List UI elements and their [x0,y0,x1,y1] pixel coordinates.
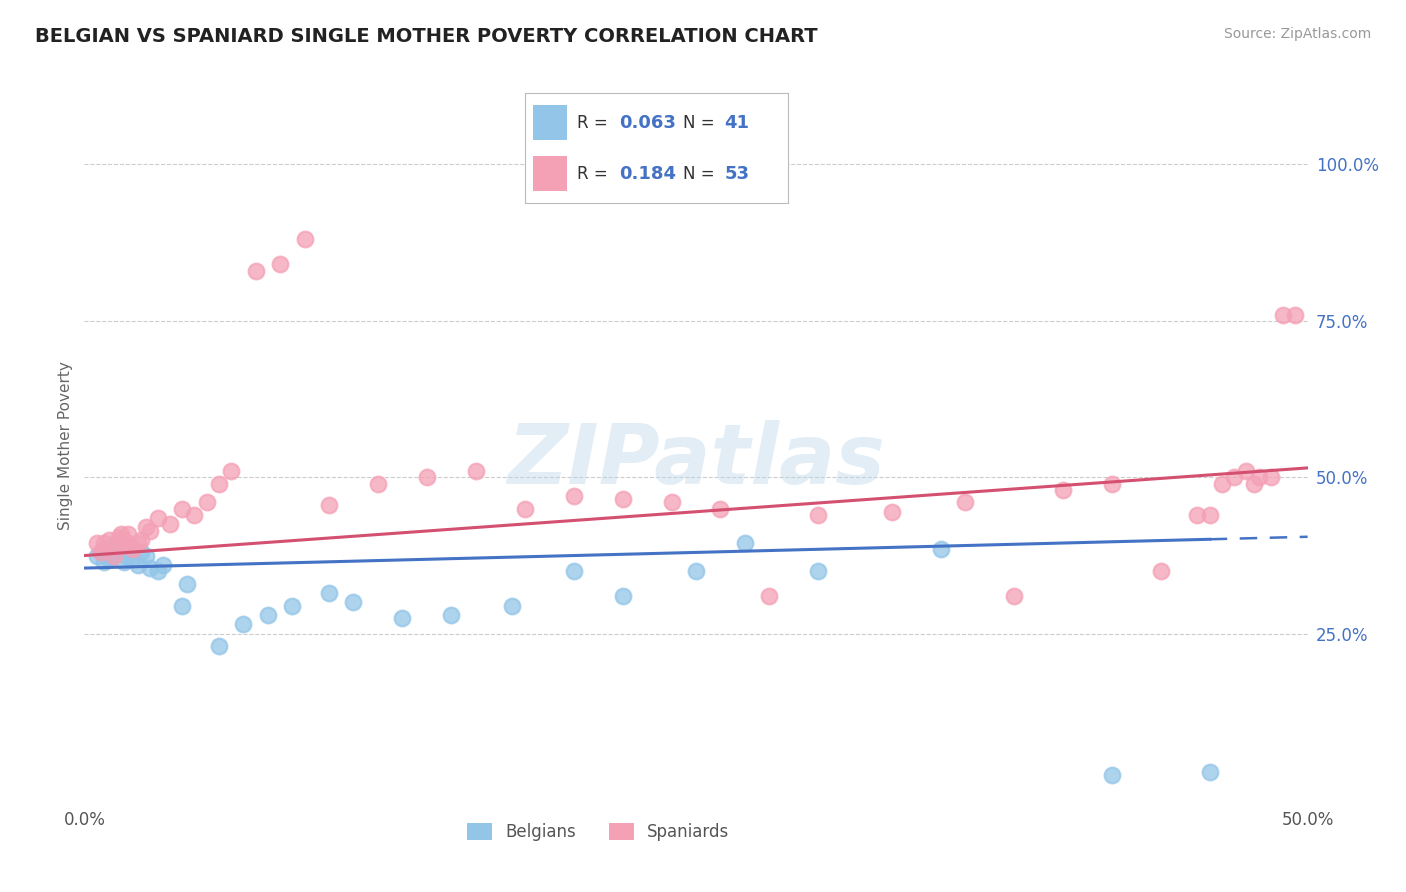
Point [758,589,780,603]
Point [1272,308,1295,322]
Point [562,489,585,503]
Point [342,595,364,609]
Point [103,549,125,563]
Point [146,511,169,525]
Point [416,470,439,484]
Point [195,495,218,509]
Y-axis label: Single Mother Poverty: Single Mother Poverty [58,361,73,531]
Point [929,542,952,557]
Point [107,533,129,547]
Point [245,264,267,278]
Point [685,564,707,578]
Point [318,586,340,600]
Point [502,599,524,613]
Point [112,555,135,569]
Point [139,524,162,538]
Point [110,542,132,557]
Point [294,232,316,246]
Point [122,551,145,566]
Text: BELGIAN VS SPANIARD SINGLE MOTHER POVERTY CORRELATION CHART: BELGIAN VS SPANIARD SINGLE MOTHER POVERT… [35,27,818,45]
Point [90,545,112,559]
Point [612,589,634,603]
Point [232,617,254,632]
Text: ZIPatlas: ZIPatlas [508,420,884,500]
Point [110,526,132,541]
Point [953,495,976,509]
Point [127,536,149,550]
Point [90,545,112,559]
Point [129,545,152,559]
Point [105,536,128,550]
Point [1236,464,1258,478]
Point [367,476,389,491]
Point [1198,508,1220,522]
Point [152,558,174,572]
Point [105,539,128,553]
Point [562,564,585,578]
Point [1198,764,1220,779]
Point [661,495,683,509]
Point [176,576,198,591]
Point [1052,483,1074,497]
Point [120,539,142,553]
Point [1247,470,1270,484]
Point [440,607,463,622]
Point [93,536,115,550]
Point [281,599,304,613]
Point [219,464,242,478]
Point [318,499,340,513]
Point [97,551,120,566]
Point [127,558,149,572]
Point [117,542,139,557]
Legend: Belgians, Spaniards: Belgians, Spaniards [460,816,737,848]
Point [1002,589,1025,603]
Point [391,611,413,625]
Point [880,505,903,519]
Point [734,536,756,550]
Point [86,536,108,550]
Point [1260,470,1282,484]
Point [709,501,731,516]
Point [513,501,536,516]
Point [1150,564,1173,578]
Point [208,640,231,654]
Point [93,555,115,569]
Point [135,549,157,563]
Point [115,539,138,553]
Point [1101,476,1123,491]
Point [96,542,118,557]
Point [139,561,162,575]
Point [208,476,231,491]
Point [97,549,120,563]
Point [1223,470,1246,484]
Point [135,520,157,534]
Point [612,492,634,507]
Point [1211,476,1233,491]
Point [97,533,120,547]
Point [86,549,108,563]
Point [112,533,135,547]
Point [172,501,194,516]
Point [107,530,129,544]
Point [464,464,486,478]
Point [1284,308,1306,322]
Point [269,257,291,271]
Point [1243,476,1265,491]
Point [1187,508,1209,522]
Point [129,533,152,547]
Point [183,508,205,522]
Point [159,517,181,532]
Point [807,508,830,522]
Text: Source: ZipAtlas.com: Source: ZipAtlas.com [1223,27,1371,41]
Point [146,564,169,578]
Point [257,607,280,622]
Point [1101,767,1123,781]
Point [115,549,138,563]
Point [807,564,830,578]
Point [117,526,139,541]
Point [103,539,125,553]
Point [122,542,145,557]
Point [172,599,194,613]
Point [100,545,122,559]
